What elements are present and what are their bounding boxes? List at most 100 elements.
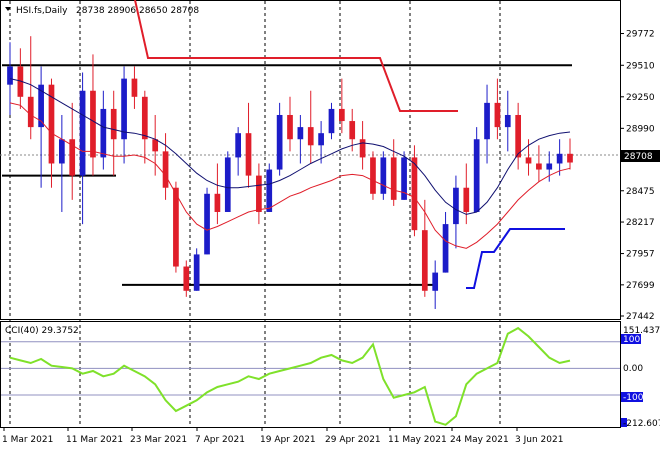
price-tick-label: 27442 bbox=[626, 312, 655, 322]
candle-body bbox=[567, 153, 573, 163]
candle-body bbox=[297, 127, 304, 140]
current-price-label: 28708 bbox=[624, 152, 653, 162]
time-tick-label: 3 Jun 2021 bbox=[515, 435, 563, 445]
main-panel-frame bbox=[0, 0, 621, 320]
candle-body bbox=[183, 266, 190, 291]
candle-body bbox=[432, 272, 439, 291]
candle-body bbox=[48, 84, 55, 164]
candle-body bbox=[204, 193, 210, 255]
candle-body bbox=[173, 187, 179, 267]
cci-bottom-label: -212.607 bbox=[623, 419, 660, 429]
cci-zero-label: 0.00 bbox=[623, 364, 643, 374]
cci-minus100-label: -100 bbox=[623, 393, 644, 403]
candle-body bbox=[100, 108, 107, 158]
cci-bottom-box bbox=[621, 418, 627, 427]
time-tick-label: 11 Mar 2021 bbox=[66, 435, 123, 445]
candle-body bbox=[121, 78, 127, 140]
candle-body bbox=[442, 224, 449, 273]
candle-body bbox=[79, 90, 86, 176]
candle-body bbox=[276, 114, 283, 170]
candle-body bbox=[266, 169, 273, 212]
cci-minus100-box bbox=[621, 392, 643, 402]
cci-level-lines bbox=[1, 341, 620, 396]
ohlc-label: 28738 28906 28650 28708 bbox=[76, 6, 199, 16]
cci-100-box bbox=[621, 334, 641, 344]
cci-series bbox=[9, 326, 571, 426]
candle-body bbox=[318, 133, 324, 146]
candle-body bbox=[370, 157, 376, 194]
price-tick-label: 29510 bbox=[626, 61, 655, 71]
candles bbox=[7, 36, 573, 309]
cci-top-label: 151.4377 bbox=[623, 326, 660, 336]
time-axis: 1 Mar 2021 11 Mar 2021 23 Mar 2021 7 Apr 20… bbox=[2, 427, 563, 445]
time-tick-label: 23 Mar 2021 bbox=[130, 435, 187, 445]
time-tick-label: 19 Apr 2021 bbox=[260, 435, 316, 445]
time-tick-label: 29 Apr 2021 bbox=[325, 435, 381, 445]
candle-body bbox=[349, 121, 356, 140]
time-tick-label: 1 Mar 2021 bbox=[2, 435, 53, 445]
candle-body bbox=[546, 163, 553, 170]
candle-body bbox=[17, 66, 24, 97]
cci-label: CCI(40) 29.3752 bbox=[5, 326, 79, 336]
candle-body bbox=[90, 90, 96, 158]
symbol-label: HSI.fs,Daily bbox=[16, 6, 68, 16]
candle-body bbox=[7, 66, 13, 85]
cci-100-label: 100 bbox=[623, 335, 640, 345]
candle-body bbox=[504, 114, 511, 128]
candle-body bbox=[328, 108, 335, 134]
candle-body bbox=[359, 139, 366, 158]
candle-body bbox=[484, 102, 490, 140]
candle-body bbox=[380, 157, 387, 194]
price-tick-label: 27957 bbox=[626, 250, 655, 260]
time-tick-label: 24 May 2021 bbox=[450, 435, 509, 445]
price-tick-label: 29250 bbox=[626, 93, 655, 103]
price-tick-label: 28217 bbox=[626, 218, 655, 228]
candle-body bbox=[339, 108, 345, 122]
candle-body bbox=[27, 96, 34, 128]
time-tick-label: 11 May 2021 bbox=[388, 435, 447, 445]
candle-body bbox=[69, 139, 76, 176]
candle-body bbox=[152, 139, 159, 152]
current-price-box bbox=[621, 150, 660, 162]
candle-body bbox=[494, 102, 501, 128]
candle-body bbox=[473, 139, 480, 212]
candle-body bbox=[525, 157, 532, 164]
price-tick-label: 28990 bbox=[626, 124, 655, 134]
candle-body bbox=[162, 151, 169, 188]
candle-body bbox=[235, 133, 241, 158]
support-resistance-lines bbox=[2, 64, 572, 286]
candle-body bbox=[463, 187, 470, 212]
candle-body bbox=[556, 153, 563, 164]
step-indicator-lines bbox=[134, 0, 565, 289]
candle-body bbox=[256, 175, 262, 212]
candle-body bbox=[131, 78, 138, 97]
ma-slow-line bbox=[9, 78, 571, 215]
candle-body bbox=[307, 127, 314, 146]
moving-averages bbox=[9, 78, 571, 249]
candle-body bbox=[401, 157, 407, 200]
price-tick-label: 28475 bbox=[626, 187, 655, 197]
candle-body bbox=[411, 157, 418, 231]
blue-step-line bbox=[466, 228, 565, 289]
candle-body bbox=[453, 187, 459, 225]
dropdown-triangle-icon[interactable] bbox=[5, 7, 11, 11]
price-tick-label: 29772 bbox=[626, 30, 655, 40]
cci-panel-frame bbox=[0, 321, 621, 428]
ma-fast-line bbox=[9, 102, 571, 249]
candle-body bbox=[287, 114, 293, 140]
time-tick-label: 7 Apr 2021 bbox=[195, 435, 245, 445]
candle-body bbox=[421, 230, 428, 291]
candle-body bbox=[59, 139, 65, 164]
candle-body bbox=[214, 193, 221, 212]
candle-body bbox=[536, 163, 542, 170]
candle-body bbox=[141, 96, 148, 140]
candle-body bbox=[245, 133, 252, 176]
red-step-line bbox=[134, 0, 458, 112]
candle-body bbox=[515, 114, 521, 158]
candle-body bbox=[110, 108, 117, 140]
candle-body bbox=[224, 157, 231, 212]
candle-body bbox=[193, 254, 200, 291]
price-axis: 2977229510292502899028736284752821727957… bbox=[620, 30, 655, 322]
price-tick-label: 27699 bbox=[626, 281, 655, 291]
